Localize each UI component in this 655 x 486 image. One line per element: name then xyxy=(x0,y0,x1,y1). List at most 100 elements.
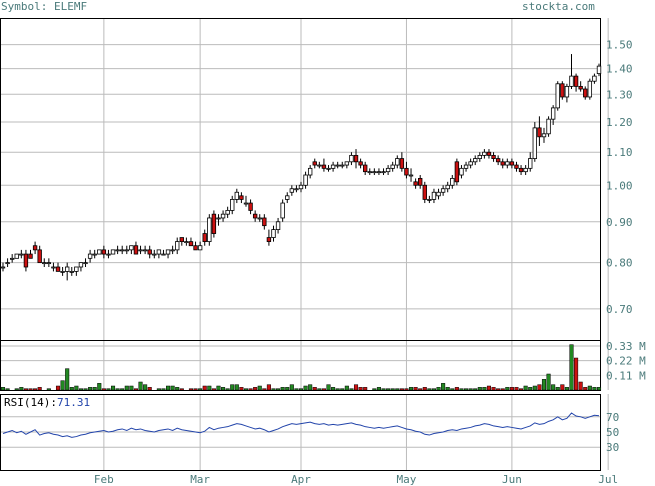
candle-body xyxy=(445,184,450,190)
candle-body xyxy=(537,127,542,138)
volume-bar xyxy=(97,383,102,391)
volume-tick-label: 0.11 M xyxy=(606,369,646,382)
volume-bar xyxy=(436,387,441,391)
candle-body xyxy=(431,191,437,200)
volume-bar xyxy=(179,388,184,391)
candle-body xyxy=(147,249,152,255)
candle-body xyxy=(220,213,226,219)
volume-bar xyxy=(120,388,125,391)
volume-bar xyxy=(326,384,331,391)
candle-body xyxy=(298,184,304,190)
candle-body xyxy=(532,127,538,159)
candle-body xyxy=(275,221,281,230)
volume-bar xyxy=(166,385,171,391)
volume-bar xyxy=(253,387,258,391)
candle-body xyxy=(78,262,84,268)
candle-body xyxy=(312,161,317,166)
volume-bar xyxy=(331,387,336,391)
volume-bar xyxy=(537,384,542,391)
candle-body xyxy=(459,167,464,176)
candle-body xyxy=(97,249,102,255)
volume-bar xyxy=(532,385,537,391)
candle-body xyxy=(518,167,524,173)
volume-bar xyxy=(262,388,267,391)
volume-bar xyxy=(225,388,230,391)
candle-body xyxy=(234,191,240,200)
candle-body xyxy=(505,161,510,166)
candle-body xyxy=(110,249,116,255)
volume-bar xyxy=(138,381,143,391)
candle-body xyxy=(344,161,350,166)
volume-bar xyxy=(450,388,455,391)
candle-body xyxy=(175,241,180,251)
candle-body xyxy=(578,85,583,90)
volume-bar xyxy=(88,387,93,391)
candle-body xyxy=(427,199,432,201)
volume-bar xyxy=(129,385,134,391)
candle-body xyxy=(239,195,244,200)
candle-body xyxy=(289,188,295,193)
candle-body xyxy=(560,83,565,98)
price-tick-label: 1.00 xyxy=(606,179,633,192)
volume-bar xyxy=(230,384,235,391)
candle-body xyxy=(362,164,368,173)
volume-bar xyxy=(587,385,592,391)
candle-body xyxy=(170,249,175,252)
candle-body xyxy=(404,167,409,176)
rsi-group xyxy=(2,412,600,438)
candle-body xyxy=(477,154,482,159)
volume-bar xyxy=(422,387,427,391)
volume-bar xyxy=(551,384,556,391)
volume-bar xyxy=(528,387,533,391)
candle-body xyxy=(64,266,70,272)
volume-bar xyxy=(514,387,519,391)
rsi-label: RSI(14):71.31 xyxy=(4,396,90,409)
volume-bar xyxy=(69,387,74,391)
candle-body xyxy=(418,177,423,186)
volume-bar xyxy=(239,387,244,391)
candle-body xyxy=(142,249,148,252)
candle-body xyxy=(399,158,405,169)
candle-body xyxy=(450,177,455,186)
candle-body xyxy=(193,245,198,251)
volume-bar xyxy=(486,385,492,391)
rsi-line xyxy=(2,412,600,438)
candles-group xyxy=(0,54,602,281)
volume-bar xyxy=(60,380,65,391)
volume-bar xyxy=(14,388,19,391)
volume-bar xyxy=(427,388,432,391)
candle-body xyxy=(285,195,290,200)
candle-body xyxy=(408,174,414,177)
volume-bar xyxy=(408,387,414,391)
candle-body xyxy=(188,241,194,247)
candle-body xyxy=(528,158,533,169)
candle-body xyxy=(5,262,10,265)
candle-body xyxy=(60,271,65,273)
volume-group xyxy=(0,344,602,391)
volume-bar xyxy=(441,383,446,391)
volume-bar xyxy=(298,388,304,391)
candle-body xyxy=(266,237,272,243)
volume-bar xyxy=(193,388,198,391)
candle-body xyxy=(303,174,308,186)
volume-bar xyxy=(596,387,602,391)
site-label: stockta.com xyxy=(522,0,595,13)
candle-body xyxy=(83,262,88,265)
volume-bar xyxy=(399,388,404,391)
candle-body xyxy=(321,164,327,169)
volume-bar xyxy=(454,387,459,391)
price-tick-label: 1.10 xyxy=(606,146,633,159)
candle-body xyxy=(294,188,299,191)
candle-body xyxy=(413,181,418,186)
candle-body xyxy=(271,229,276,238)
candle-body xyxy=(0,266,6,269)
candle-body xyxy=(473,158,478,163)
volume-bar xyxy=(404,388,409,391)
candle-body xyxy=(592,75,597,82)
candle-body xyxy=(14,253,19,259)
price-tick-label: 1.50 xyxy=(606,39,633,52)
volume-bar xyxy=(340,388,345,391)
candle-body xyxy=(216,217,221,220)
volume-bar xyxy=(221,387,226,391)
candle-body xyxy=(482,151,487,156)
